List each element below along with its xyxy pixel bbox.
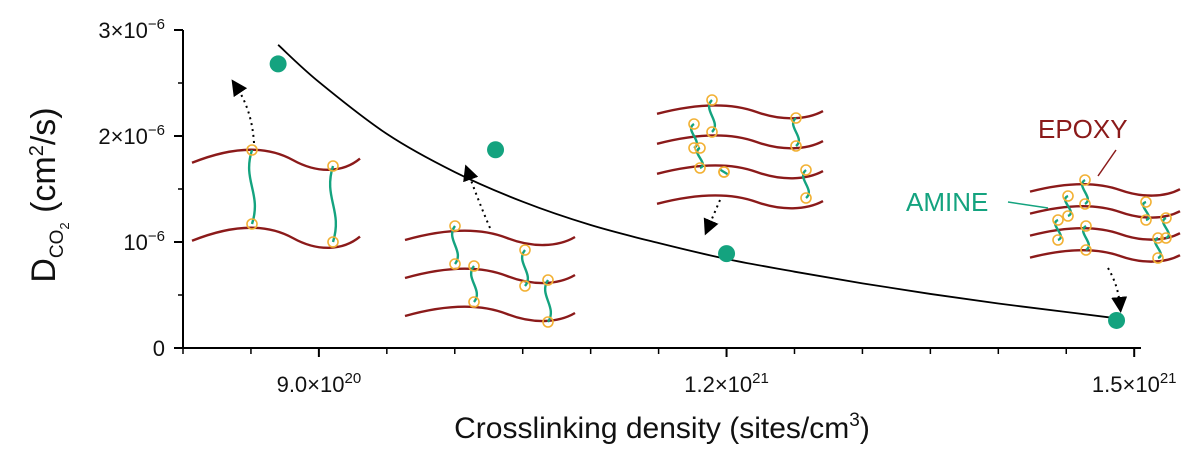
amine-crosslink — [1154, 236, 1162, 260]
crosslink-node — [688, 118, 700, 130]
amine-crosslink — [1162, 216, 1170, 240]
amine-label: AMINE — [906, 187, 988, 217]
crosslink-node — [1079, 174, 1091, 186]
x-tick-label: 1.5×1021 — [1092, 370, 1177, 397]
epoxy-chain — [191, 226, 361, 249]
x-tick-label: 1.2×1021 — [684, 370, 769, 397]
crosslink-node — [1140, 214, 1152, 226]
crosslink-node — [327, 236, 339, 248]
crosslink-node — [246, 144, 258, 156]
y-tick-label: 10−6 — [123, 228, 165, 255]
axes: 9.0×1020 1.2×1021 1.5×1021 0 10−6 2×10−6 3×10−… — [98, 16, 1176, 397]
x-tick-label: 9.0×1020 — [277, 370, 362, 397]
crosslink-node — [1079, 198, 1091, 210]
crosslink-node — [1052, 214, 1064, 226]
crosslink-node — [468, 260, 480, 272]
y-tick-label: 0 — [153, 336, 165, 361]
schematic-medium-high-density — [656, 94, 824, 210]
crosslink-node — [1080, 244, 1092, 256]
amine-crosslink — [696, 146, 704, 170]
crosslink-node — [1062, 190, 1074, 202]
amine-crosslink — [707, 99, 717, 133]
data-point — [1108, 311, 1126, 329]
crosslink-node — [1152, 252, 1164, 264]
crosslink-node — [449, 258, 461, 270]
amine-crosslink — [328, 165, 338, 243]
epoxy-chain — [656, 134, 824, 150]
epoxy-chain — [404, 229, 576, 247]
crosslink-node — [694, 162, 706, 174]
data-point — [487, 141, 505, 159]
crosslink-node — [1152, 232, 1164, 244]
crosslink-node — [706, 94, 718, 106]
epoxy-chain — [1029, 205, 1181, 219]
epoxy-label: EPOXY — [1038, 114, 1128, 144]
data-points-layer — [269, 55, 1126, 329]
amine-crosslink — [791, 117, 801, 147]
crosslink-node — [1160, 232, 1172, 244]
amine-crosslink — [1080, 178, 1090, 206]
crosslink-node — [1080, 220, 1092, 232]
crosslink-node — [800, 192, 812, 204]
fit-curve-layer — [277, 44, 1117, 320]
crosslink-node — [519, 244, 531, 256]
schematic-medium-low-density — [404, 220, 576, 328]
amine-crosslink — [469, 265, 479, 303]
labels-layer: Crosslinking density (sites/cm3) DCO2 (cm… — [25, 107, 1128, 445]
crosslink-node — [718, 166, 730, 178]
crosslink-node — [694, 142, 706, 154]
amine-crosslink — [801, 169, 811, 199]
amine-crosslink — [1064, 194, 1072, 218]
y-axis-title: DCO2 (cm2/s) — [25, 107, 72, 282]
y-tick-label: 2×10−6 — [98, 122, 165, 149]
crosslink-node — [1160, 212, 1172, 224]
crosslink-node — [246, 218, 258, 230]
dotted-arrow — [463, 164, 491, 229]
amine-crosslink — [719, 169, 729, 175]
x-axis-title: Crosslinking density (sites/cm3) — [454, 410, 870, 445]
epoxy-chain — [1029, 249, 1181, 263]
dotted-arrow — [703, 199, 721, 236]
crosslink-node — [468, 296, 480, 308]
crosslink-node — [1052, 234, 1064, 246]
amine-crosslink — [543, 279, 553, 323]
epoxy-chain — [191, 148, 361, 171]
crosslink-node — [800, 164, 812, 176]
dotted-arrow — [1107, 267, 1128, 313]
data-point — [718, 245, 736, 263]
amine-crosslink — [450, 225, 460, 265]
epoxy-chain — [656, 164, 824, 180]
amine-crosslink — [1054, 218, 1062, 242]
dotted-arrow — [231, 79, 255, 144]
amine-crosslink — [520, 249, 530, 287]
epoxy-chain — [656, 104, 824, 120]
crosslink-node — [327, 160, 339, 172]
crosslink-node — [706, 126, 718, 138]
epoxy-chain — [404, 305, 576, 323]
data-point — [269, 55, 287, 73]
crosslink-node — [1140, 196, 1152, 208]
epoxy-leader — [1097, 149, 1117, 177]
crosslink-node — [790, 112, 802, 124]
crosslink-node — [449, 220, 461, 232]
amine-leader — [1007, 201, 1049, 209]
epoxy-chain — [656, 194, 824, 210]
schematic-low-density — [191, 144, 361, 249]
schematic-high-density — [1029, 174, 1181, 264]
crosslink-node — [542, 316, 554, 328]
crosslink-node — [1062, 210, 1074, 222]
y-tick-label: 3×10−6 — [98, 16, 165, 43]
crosslink-node — [519, 280, 531, 292]
amine-crosslink — [1081, 224, 1091, 252]
amine-crosslink — [1142, 200, 1150, 222]
amine-crosslink — [247, 149, 257, 225]
crosslink-node — [790, 140, 802, 152]
network-schematics — [191, 79, 1181, 328]
fit-curve — [277, 44, 1117, 320]
epoxy-chain — [404, 267, 576, 285]
epoxy-chain — [1029, 183, 1181, 197]
crosslink-node — [542, 274, 554, 286]
